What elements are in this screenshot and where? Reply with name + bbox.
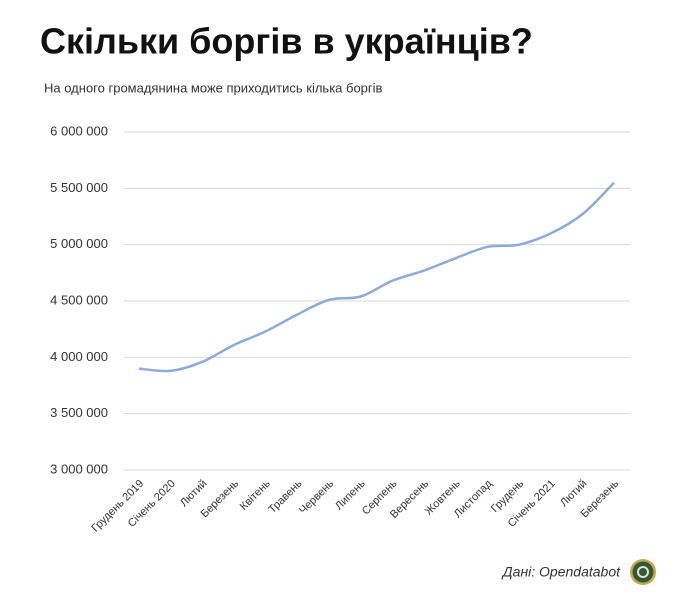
chart-title: Скільки боргів в українців? — [40, 21, 533, 62]
y-tick-label: 3 000 000 — [50, 461, 108, 476]
source: Дані: Opendatabot — [501, 564, 621, 580]
y-tick-label: 4 000 000 — [50, 349, 108, 364]
y-tick-label: 5 000 000 — [50, 236, 108, 251]
y-tick-label: 4 500 000 — [50, 292, 108, 307]
subtitle: На одного громадянина може приходитись к… — [44, 80, 383, 95]
x-tick-label: Червень — [297, 478, 336, 517]
data-line — [138, 181, 615, 373]
logo — [630, 559, 656, 585]
y-tick-label: 5 500 000 — [50, 180, 108, 195]
y-tick-label: 3 500 000 — [50, 405, 108, 420]
y-tick-label: 6 000 000 — [50, 123, 108, 138]
